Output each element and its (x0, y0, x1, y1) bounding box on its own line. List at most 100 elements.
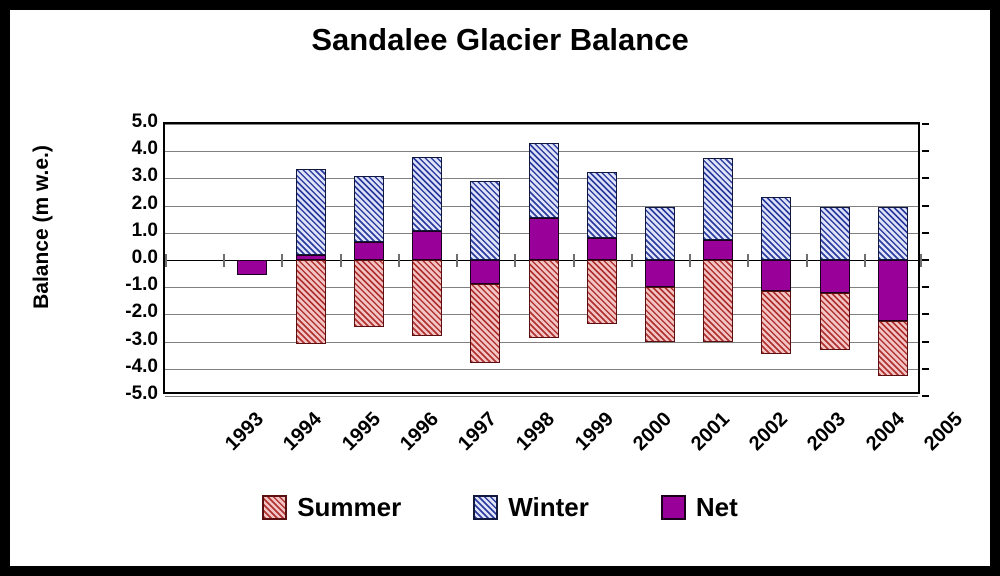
y-axis-tick-mark (922, 123, 929, 125)
y-axis-tick-label: 5.0 (131, 111, 158, 132)
bar-group (295, 124, 326, 392)
y-axis-tick-label: 2.0 (131, 192, 158, 214)
legend-item-net: Net (660, 492, 738, 523)
y-axis-tick-label: -4.0 (125, 355, 158, 377)
bar-segment-winter (470, 181, 501, 260)
bar-segment-net (528, 217, 559, 260)
chart-canvas: Sandalee Glacier Balance Balance (m w.e.… (10, 10, 990, 566)
bar-segment-net (703, 239, 734, 260)
legend-label: Net (695, 492, 738, 522)
x-axis-tick-mark (689, 254, 692, 267)
bar-segment-net (586, 238, 617, 260)
x-axis-tick-label: 2005 (919, 408, 967, 456)
x-axis-tick-label: 1999 (570, 408, 618, 456)
plot-area (163, 122, 929, 397)
x-axis-tick-mark (920, 254, 922, 267)
x-axis-tick-mark (630, 254, 633, 267)
bar-segment-winter (528, 143, 559, 218)
y-axis-tick-mark (922, 150, 929, 153)
y-axis-tick-mark (922, 177, 929, 180)
y-axis-tick-mark (922, 340, 929, 343)
legend-swatch-net-icon (660, 495, 686, 520)
legend-swatch-summer-icon (262, 495, 288, 520)
bar-segment-net (237, 260, 268, 275)
bar-group (528, 124, 559, 392)
x-axis-tick-mark (572, 254, 575, 267)
legend-item-summer: Summer (262, 492, 401, 523)
bar-group (470, 124, 501, 392)
bar-segment-net (761, 260, 792, 292)
legend-swatch-winter-icon (473, 495, 499, 520)
x-axis-tick-label: 2002 (745, 408, 793, 456)
y-axis-tick-mark (922, 367, 929, 370)
bar-segment-winter (703, 158, 734, 240)
x-axis-tick-label: 2003 (803, 408, 851, 456)
bar-segment-net (819, 260, 850, 293)
bar-group (353, 124, 384, 392)
chart-title: Sandalee Glacier Balance (311, 22, 689, 57)
bar-group (644, 124, 675, 392)
bar-segment-net (470, 260, 501, 285)
bar-segment-summer (412, 260, 443, 337)
x-axis-tick-label: 1998 (512, 408, 560, 456)
bar-segment-winter (877, 206, 908, 260)
bar-segment-summer (470, 284, 501, 364)
x-axis-tick-mark (805, 254, 808, 267)
x-axis-tick-mark (456, 254, 459, 267)
bar-group (703, 124, 734, 392)
bar-segment-winter (353, 175, 384, 243)
y-axis-tick-mark (922, 231, 929, 234)
y-axis-tick-labels: 5.0 4.0 3.0 2.0 1.0 0.0 -1.0 -2.0 -3.0 -4.0 -5.0 (96, 112, 158, 403)
y-axis-tick-label: -1.0 (125, 274, 158, 296)
x-axis-tick-mark (397, 254, 400, 267)
x-axis-tick-mark (747, 254, 750, 267)
x-axis-tick-mark (223, 254, 226, 267)
bar-segment-winter (644, 206, 675, 260)
y-axis-tick-label: 1.0 (131, 219, 158, 241)
x-axis-tick-labels: 1993 1994 1995 1996 1997 1998 1999 2000 2001 2002… (163, 394, 967, 484)
x-axis-tick-mark (339, 254, 342, 267)
y-axis-tick-label: 0.0 (131, 247, 158, 268)
x-axis-tick-mark (281, 254, 284, 267)
bar-segment-net (295, 254, 326, 260)
bar-segment-winter (761, 197, 792, 260)
y-axis-tick-label: 4.0 (131, 138, 158, 160)
gridline (165, 124, 918, 125)
bar-segment-summer (877, 321, 908, 376)
gridline (165, 396, 918, 397)
legend-label: Winter (508, 492, 589, 522)
bar-segment-summer (586, 260, 617, 324)
x-axis-tick-label: 1993 (221, 408, 269, 456)
y-axis-tick-mark (922, 286, 929, 289)
bar-segment-summer (528, 260, 559, 338)
bar-segment-net (644, 260, 675, 288)
y-axis-tick-mark (922, 259, 929, 261)
bar-segment-net (877, 260, 908, 322)
x-axis-tick-label: 1994 (279, 408, 327, 456)
y-axis-tick-label: -3.0 (125, 328, 158, 350)
y-axis-tick-mark (922, 313, 929, 316)
y-axis-title: Balance (m w.e.) (30, 145, 53, 309)
bar-segment-summer (295, 260, 326, 345)
bar-group (586, 124, 617, 392)
bar-segment-summer (761, 291, 792, 354)
bar-segment-summer (703, 260, 734, 342)
legend-label: Summer (297, 492, 402, 522)
x-axis-tick-label: 2004 (861, 408, 909, 456)
bar-segment-summer (353, 260, 384, 327)
x-axis-tick-mark (863, 254, 866, 267)
x-axis-tick-label: 1997 (454, 408, 502, 456)
bar-segment-winter (295, 168, 326, 255)
bar-group (179, 124, 209, 392)
bar-group (761, 124, 792, 392)
legend-item-winter: Winter (473, 492, 589, 523)
x-axis-tick-label: 1995 (337, 408, 385, 456)
bar-segment-summer (644, 287, 675, 342)
bar-segment-net (353, 242, 384, 260)
y-axis-tick-mark (922, 204, 929, 207)
y-axis-tick-label: 3.0 (131, 165, 158, 187)
bar-segment-summer (819, 292, 850, 350)
x-axis-tick-label: 2001 (686, 408, 735, 456)
bar-segment-winter (412, 156, 443, 232)
